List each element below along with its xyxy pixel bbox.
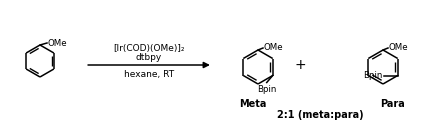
- Text: Meta: Meta: [239, 99, 266, 109]
- Text: Bpin: Bpin: [363, 71, 382, 80]
- Text: 2:1 (meta:para): 2:1 (meta:para): [276, 110, 363, 120]
- Text: Para: Para: [380, 99, 404, 109]
- Text: OMe: OMe: [263, 44, 283, 53]
- Text: OMe: OMe: [48, 38, 67, 47]
- Text: Bpin: Bpin: [257, 85, 276, 94]
- Text: OMe: OMe: [388, 44, 408, 53]
- Text: dtbpy: dtbpy: [136, 54, 162, 62]
- Text: +: +: [293, 58, 305, 72]
- Text: [Ir(COD)(OMe)]₂: [Ir(COD)(OMe)]₂: [113, 45, 184, 54]
- Text: hexane, RT: hexane, RT: [124, 69, 173, 78]
